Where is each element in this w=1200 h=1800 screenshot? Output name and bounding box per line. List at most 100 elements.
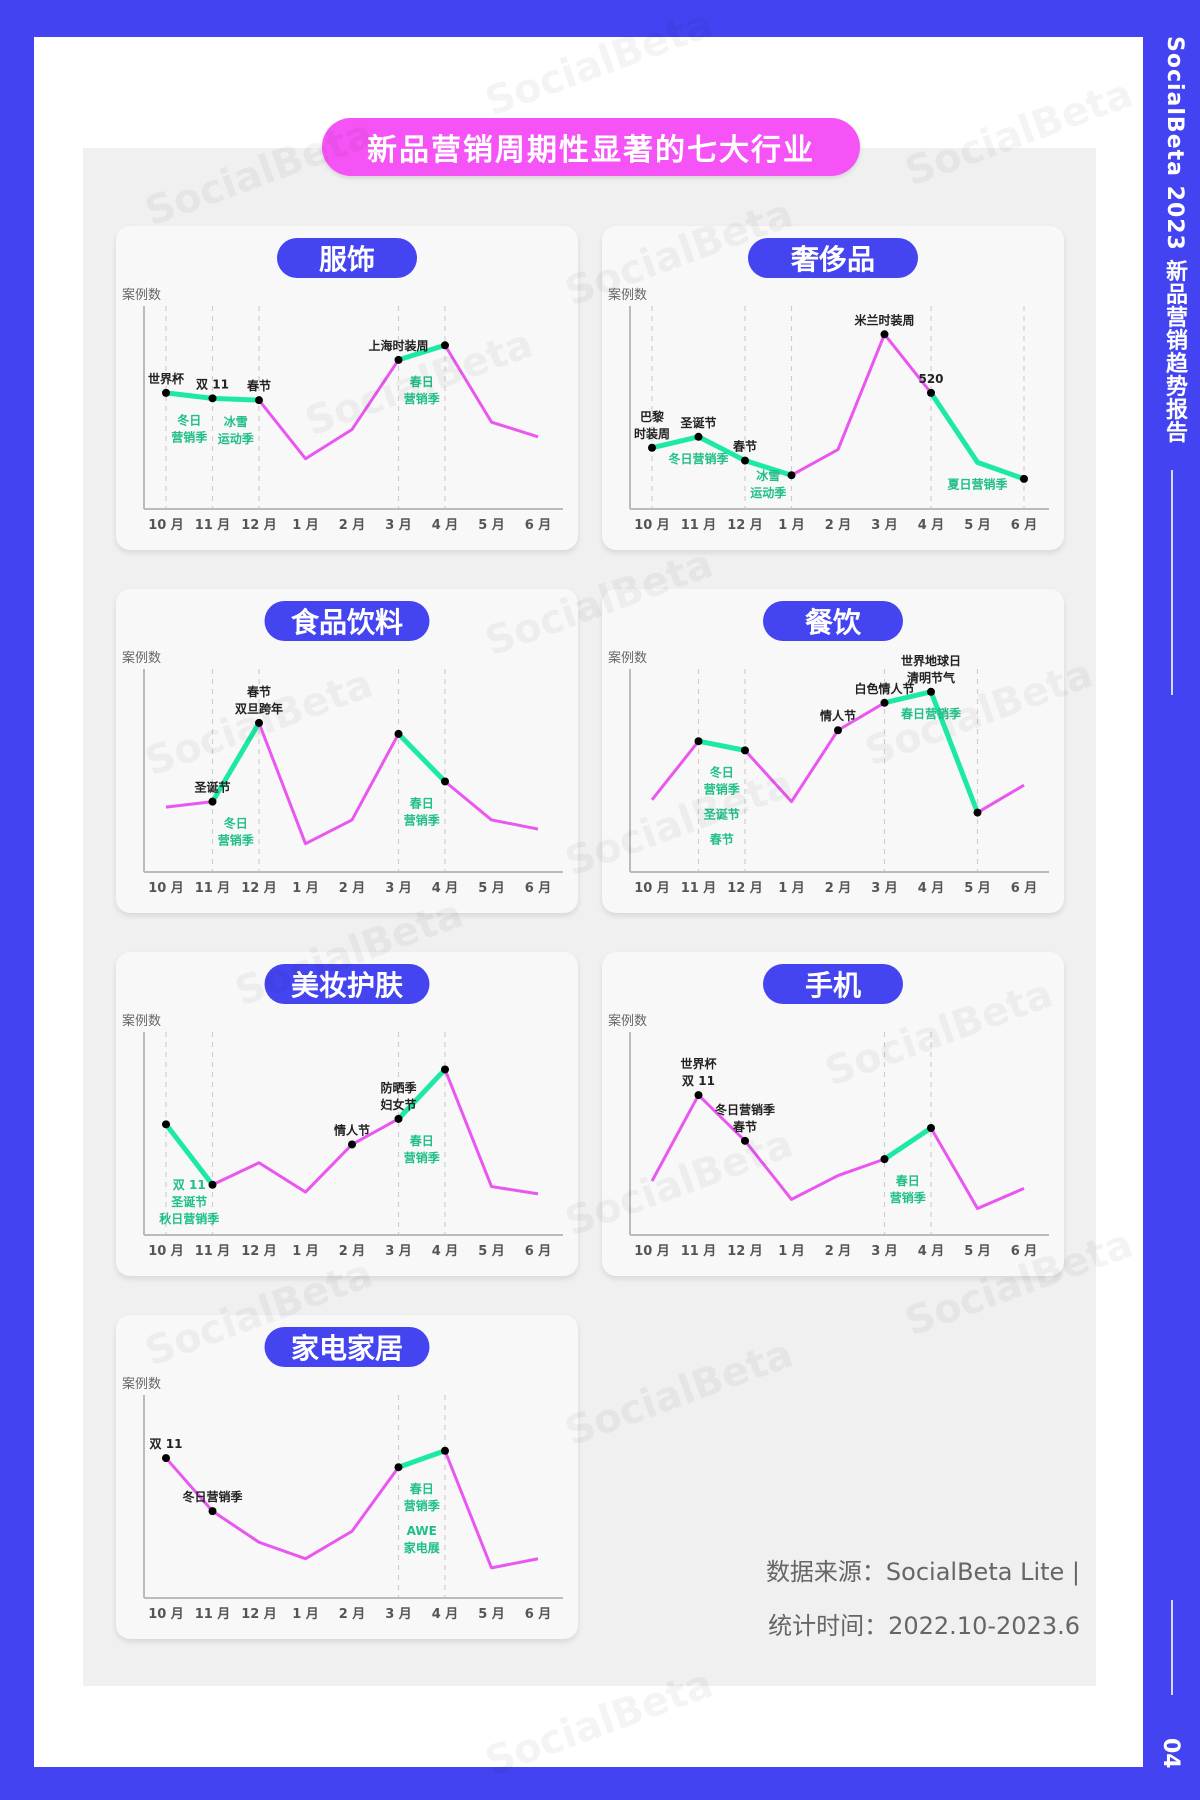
season-annotation: 春日 <box>409 1481 434 1496</box>
event-annotation: 世界杯 <box>148 371 185 386</box>
x-tick-label: 4 月 <box>432 1607 459 1622</box>
x-tick-label: 4 月 <box>432 518 459 533</box>
x-tick-label: 10 月 <box>148 518 184 533</box>
data-point <box>255 718 263 727</box>
event-annotation: 双旦跨年 <box>235 701 283 716</box>
x-tick-label: 12 月 <box>241 881 277 896</box>
data-point <box>694 1091 703 1100</box>
event-annotation: 清明节气 <box>907 670 955 685</box>
season-annotation: 冬日营销季 <box>668 451 729 466</box>
x-tick-label: 3 月 <box>871 518 898 533</box>
event-annotation: 春节 <box>732 439 757 454</box>
data-point <box>927 388 935 397</box>
x-tick-label: 4 月 <box>918 881 945 896</box>
event-annotation: 巴黎 <box>640 409 664 424</box>
data-point <box>208 797 217 806</box>
event-annotation: 双 11 <box>682 1074 715 1088</box>
chart-card: 手机 案例数 10 月 11 月 12 月 1 月 2 月 3 月 4 月 5 月 6 月 世界杯双 … <box>602 952 1064 1276</box>
series-line <box>650 1093 1025 1211</box>
x-tick-label: 3 月 <box>385 518 412 533</box>
season-annotation: 圣诞节 <box>703 806 740 821</box>
season-annotation: 夏日营销季 <box>947 476 1008 491</box>
x-tick-label: 2 月 <box>339 1244 366 1259</box>
highlight-segment <box>210 721 262 803</box>
season-annotation: 营销季 <box>404 812 441 827</box>
side-divider-bottom <box>1171 1600 1173 1695</box>
x-tick-label: 2 月 <box>339 518 366 533</box>
event-annotation: 米兰时装周 <box>854 312 914 327</box>
data-point <box>162 1120 170 1129</box>
line-chart: 10 月 11 月 12 月 1 月 2 月 3 月 4 月 5 月 6 月 情人节 白色情人节 世界… <box>629 653 1049 896</box>
highlight-segment <box>397 342 446 363</box>
x-tick-label: 5 月 <box>964 518 991 533</box>
x-tick-label: 10 月 <box>634 881 670 896</box>
x-tick-label: 6 月 <box>525 1607 552 1622</box>
season-annotation: 双 11 <box>173 1178 206 1192</box>
season-annotation: 圣诞节 <box>170 1194 207 1209</box>
x-tick-label: 1 月 <box>778 881 805 896</box>
x-tick-label: 6 月 <box>525 1244 552 1259</box>
season-annotation: 家电展 <box>404 1540 440 1555</box>
data-point <box>880 698 889 707</box>
x-tick-label: 5 月 <box>478 1607 505 1622</box>
x-tick-label: 2 月 <box>825 518 852 533</box>
chart-title: 手机 <box>763 964 903 1004</box>
chart-title: 奢侈品 <box>748 238 918 278</box>
x-tick-label: 11 月 <box>681 881 717 896</box>
data-point <box>441 1446 449 1455</box>
y-axis-label: 案例数 <box>608 651 648 666</box>
highlight-segment <box>164 1122 215 1187</box>
season-annotation: 春日 <box>409 795 434 810</box>
x-tick-label: 5 月 <box>478 1244 505 1259</box>
x-tick-label: 10 月 <box>634 1244 670 1259</box>
season-annotation: 冰雪 <box>224 414 248 429</box>
data-point <box>741 1136 749 1145</box>
x-tick-label: 4 月 <box>918 518 945 533</box>
x-tick-label: 12 月 <box>727 1244 763 1259</box>
season-annotation: 运动季 <box>750 485 787 500</box>
x-tick-label: 10 月 <box>148 1607 184 1622</box>
event-annotation: 春节 <box>246 378 271 393</box>
chart-card: 奢侈品 案例数 10 月 11 月 12 月 1 月 2 月 3 月 4 月 5 月 6 月 巴黎 时装… <box>602 226 1064 550</box>
season-annotation: 春节 <box>709 831 734 846</box>
y-axis-label: 案例数 <box>122 1014 162 1029</box>
data-point <box>441 777 449 786</box>
y-axis-label: 案例数 <box>608 288 648 303</box>
season-annotation: 春日 <box>895 1173 920 1188</box>
data-source-note: 数据来源：SocialBeta Lite | <box>765 1558 1080 1586</box>
line-chart: 10 月 11 月 12 月 1 月 2 月 3 月 4 月 5 月 6 月 情人节 防晒季妇女节双… <box>143 1032 563 1259</box>
data-point <box>880 330 889 339</box>
highlight-segment <box>651 434 793 478</box>
x-tick-label: 11 月 <box>681 1244 717 1259</box>
x-tick-label: 12 月 <box>727 881 763 896</box>
event-annotation: 防晒季 <box>380 1080 417 1095</box>
x-tick-label: 12 月 <box>727 518 763 533</box>
x-tick-label: 1 月 <box>292 1244 319 1259</box>
x-tick-label: 10 月 <box>148 881 184 896</box>
data-point <box>394 729 403 738</box>
event-annotation: 圣诞节 <box>679 415 716 430</box>
season-annotation: 春日 <box>409 1133 434 1148</box>
x-tick-label: 3 月 <box>385 1244 412 1259</box>
x-tick-label: 6 月 <box>1011 1244 1038 1259</box>
x-tick-label: 4 月 <box>432 881 459 896</box>
x-tick-label: 11 月 <box>195 1607 231 1622</box>
data-point <box>787 471 796 480</box>
series-line <box>164 1449 539 1570</box>
x-tick-label: 11 月 <box>195 1244 231 1259</box>
data-point <box>394 355 403 364</box>
x-tick-label: 6 月 <box>1011 881 1038 896</box>
data-point <box>208 1507 217 1516</box>
season-annotation: 营销季 <box>404 391 441 406</box>
x-tick-label: 11 月 <box>195 881 231 896</box>
data-point <box>348 1140 356 1149</box>
y-axis-label: 案例数 <box>122 1377 162 1392</box>
event-annotation: 520 <box>918 372 943 386</box>
chart-card: 家电家居 案例数 10 月 11 月 12 月 1 月 2 月 3 月 4 月 5 月 6 月 双 1… <box>116 1315 578 1639</box>
season-annotation: 冬日 <box>224 816 248 831</box>
data-point <box>394 1463 403 1472</box>
event-annotation: 上海时装周 <box>368 338 428 353</box>
data-point <box>255 396 263 405</box>
data-point <box>394 1114 403 1123</box>
x-tick-label: 2 月 <box>339 1607 366 1622</box>
